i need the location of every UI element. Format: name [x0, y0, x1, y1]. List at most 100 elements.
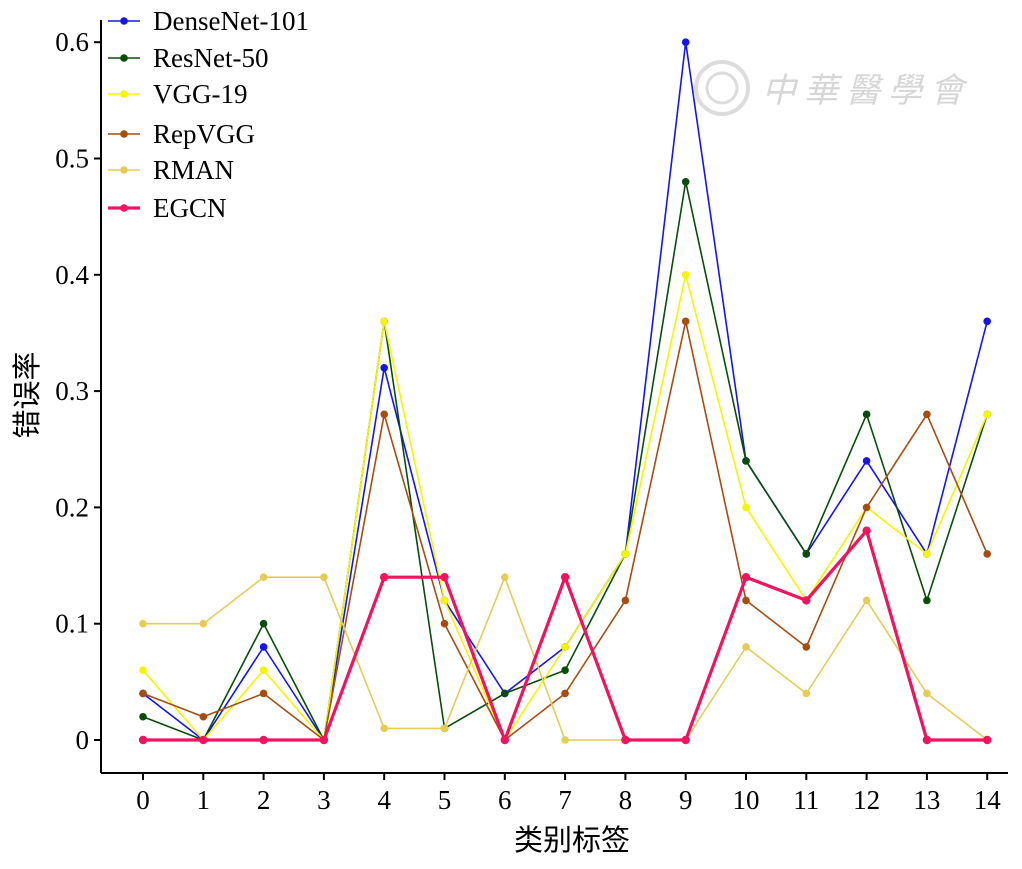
x-tick-label: 12: [853, 785, 880, 815]
data-point: [259, 666, 268, 675]
data-point: [561, 666, 569, 675]
data-point: [440, 724, 449, 733]
data-point: [380, 317, 389, 326]
data-point: [742, 643, 750, 651]
data-point: [199, 712, 208, 721]
y-tick-label: 0.1: [55, 609, 89, 639]
data-point: [923, 689, 931, 698]
x-axis-title: 类别标签: [514, 823, 630, 857]
data-point: [983, 317, 991, 326]
data-point: [259, 735, 268, 745]
data-point: [681, 38, 690, 46]
data-point: [440, 572, 449, 582]
data-point: [862, 457, 871, 465]
y-tick-label: 0.6: [55, 27, 89, 57]
x-tick-label: 5: [438, 785, 452, 815]
series-densenet-101: [139, 38, 991, 744]
data-point: [138, 735, 148, 745]
data-point: [983, 550, 991, 558]
x-tick-label: 10: [733, 785, 760, 815]
watermark-text: 中華醫學會: [762, 71, 972, 111]
data-point: [259, 689, 268, 698]
data-point: [139, 712, 147, 721]
data-point: [199, 619, 208, 628]
legend-swatch-marker: [120, 130, 128, 138]
data-point: [440, 596, 449, 605]
legend-swatch-marker: [120, 204, 128, 212]
legend-label: DenseNet-101: [153, 6, 309, 36]
x-tick-label: 2: [257, 785, 271, 815]
legend-swatch-marker: [120, 90, 128, 98]
data-point: [802, 689, 811, 698]
y-tick-label: 0.3: [55, 376, 89, 406]
society-seal-icon: [694, 60, 750, 116]
y-tick-label: 0: [76, 725, 90, 755]
data-point: [319, 735, 329, 745]
series-line: [143, 576, 988, 741]
data-point: [862, 503, 871, 512]
data-point: [139, 666, 147, 675]
x-tick-label: 9: [679, 785, 693, 815]
data-point: [742, 457, 750, 465]
x-tick-label: 6: [498, 785, 512, 815]
data-point: [983, 410, 991, 419]
data-point: [922, 735, 932, 745]
data-point: [742, 503, 750, 512]
data-point: [621, 735, 630, 745]
data-point: [259, 573, 268, 581]
series-egcn: [138, 526, 992, 745]
y-tick-label: 0.2: [55, 492, 89, 522]
watermark: 中華醫學會: [694, 60, 972, 116]
data-point: [560, 572, 570, 582]
x-tick-label: 7: [558, 785, 572, 815]
y-tick-label: 0.4: [55, 260, 89, 290]
data-point: [139, 689, 147, 698]
legend: DenseNet-101 ResNet-50 VGG-19 RepVGG RMAN EGC…: [108, 6, 309, 223]
data-point: [561, 689, 569, 698]
data-point: [561, 736, 569, 744]
data-point: [802, 643, 811, 651]
series-layer: [138, 38, 992, 745]
data-point: [380, 572, 389, 582]
data-point: [983, 735, 992, 745]
data-point: [621, 596, 630, 605]
data-point: [501, 573, 509, 581]
data-point: [440, 619, 449, 628]
y-axis-title: 错误率: [10, 351, 44, 438]
data-point: [681, 735, 690, 745]
data-point: [380, 364, 389, 372]
legend-label: EGCN: [153, 193, 227, 223]
data-point: [923, 410, 931, 419]
legend-label: RMAN: [153, 155, 234, 185]
y-tick-label: 0.5: [55, 144, 89, 174]
x-tick-label: 8: [619, 785, 633, 815]
data-point: [681, 317, 690, 326]
x-tick-label: 11: [793, 785, 819, 815]
data-point: [259, 619, 268, 628]
data-point: [741, 572, 751, 582]
x-tick-label: 3: [317, 785, 331, 815]
legend-label: RepVGG: [153, 119, 255, 149]
data-point: [199, 735, 208, 745]
x-tick-label: 1: [197, 785, 211, 815]
legend-swatch-marker: [120, 17, 128, 25]
data-point: [380, 410, 389, 419]
data-point: [862, 596, 871, 605]
legend-label: VGG-19: [153, 79, 248, 109]
x-tick-label: 13: [913, 785, 940, 815]
data-point: [802, 596, 811, 605]
legend-swatch-marker: [120, 166, 128, 174]
legend-swatch-marker: [120, 54, 128, 62]
data-point: [621, 550, 630, 558]
data-point: [681, 271, 690, 279]
series-rman: [139, 573, 991, 744]
x-tick-label: 14: [974, 785, 1002, 815]
axes: 00.10.20.30.40.50.60 1 2 3 4 5 6 7 8 9 10 11 12 13 14: [55, 20, 1008, 815]
x-tick-label: 4: [377, 785, 391, 815]
data-point: [862, 526, 871, 535]
data-point: [862, 410, 871, 419]
data-point: [320, 573, 328, 581]
data-point: [380, 724, 389, 733]
